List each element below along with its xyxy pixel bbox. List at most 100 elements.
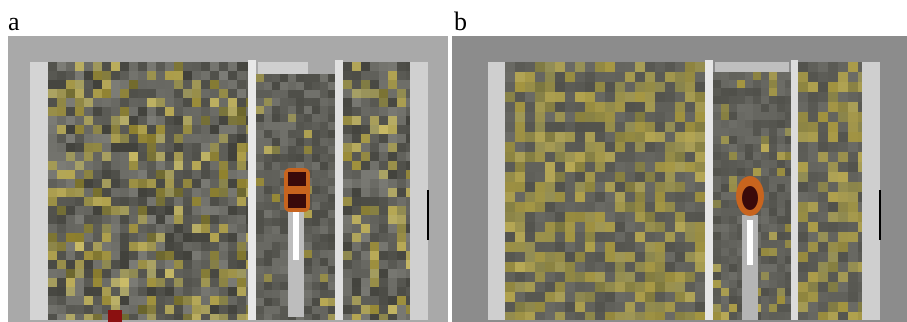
pixel xyxy=(615,82,625,92)
pixel xyxy=(585,162,595,172)
pixel xyxy=(605,262,615,272)
pixel xyxy=(505,62,515,72)
pixel xyxy=(655,82,665,92)
pixel xyxy=(304,258,312,266)
pixel xyxy=(798,172,808,182)
pixel xyxy=(695,212,705,222)
pixel xyxy=(304,210,312,218)
pixel xyxy=(721,296,729,304)
pixel xyxy=(192,188,201,197)
pixel xyxy=(685,222,695,232)
pixel xyxy=(304,98,312,106)
pixel xyxy=(665,212,675,222)
pixel xyxy=(84,170,93,179)
pixel xyxy=(828,252,838,262)
pixel xyxy=(798,292,808,302)
pixel xyxy=(785,168,791,176)
pixel xyxy=(848,112,858,122)
pixel xyxy=(370,251,379,260)
pixel xyxy=(655,152,665,162)
pixel xyxy=(228,80,237,89)
pixel xyxy=(575,112,585,122)
pixel xyxy=(838,122,848,132)
pixel xyxy=(505,82,515,92)
pixel xyxy=(388,179,397,188)
pixel xyxy=(585,292,595,302)
pixel xyxy=(625,252,635,262)
pixel xyxy=(93,134,102,143)
pixel xyxy=(388,71,397,80)
pixel xyxy=(352,251,361,260)
pixel xyxy=(798,272,808,282)
pixel xyxy=(769,208,777,216)
pixel xyxy=(256,266,264,274)
pixel xyxy=(165,314,174,320)
pixel xyxy=(535,212,545,222)
pixel xyxy=(655,262,665,272)
pixel xyxy=(66,197,75,206)
pixel xyxy=(645,112,655,122)
pixel xyxy=(93,116,102,125)
pixel xyxy=(565,252,575,262)
pixel xyxy=(838,242,848,252)
pixel xyxy=(828,162,838,172)
pixel xyxy=(201,170,210,179)
pixel xyxy=(201,62,210,71)
pixel xyxy=(535,232,545,242)
pixel xyxy=(645,242,655,252)
pixel xyxy=(818,62,828,72)
pixel xyxy=(808,132,818,142)
pixel xyxy=(66,107,75,116)
pixel xyxy=(505,142,515,152)
pixel xyxy=(361,206,370,215)
pixel xyxy=(665,202,675,212)
pixel xyxy=(525,272,535,282)
pixel xyxy=(737,208,745,216)
pixel xyxy=(120,260,129,269)
pixel xyxy=(713,80,721,88)
pixel xyxy=(343,260,352,269)
pixel xyxy=(665,272,675,282)
pixel xyxy=(201,305,210,314)
pixel xyxy=(761,256,769,264)
pixel xyxy=(545,242,555,252)
pixel xyxy=(147,197,156,206)
pixel xyxy=(370,278,379,287)
pixel xyxy=(729,184,737,192)
pixel xyxy=(721,112,729,120)
pixel xyxy=(102,62,111,71)
pixel xyxy=(585,142,595,152)
pixel xyxy=(328,82,335,90)
pixel xyxy=(237,233,246,242)
pixel xyxy=(777,96,785,104)
pixel xyxy=(535,112,545,122)
pixel xyxy=(156,278,165,287)
pixel xyxy=(737,224,745,232)
pixel xyxy=(280,226,288,234)
pixel xyxy=(818,312,828,320)
pixel xyxy=(848,92,858,102)
pixel xyxy=(343,107,352,116)
pixel xyxy=(228,233,237,242)
pixel xyxy=(147,143,156,152)
pixel xyxy=(818,252,828,262)
pixel xyxy=(397,179,406,188)
pixel xyxy=(84,251,93,260)
pixel xyxy=(615,232,625,242)
pixel xyxy=(605,282,615,292)
pixel xyxy=(320,138,328,146)
pixel xyxy=(280,210,288,218)
pixel xyxy=(192,89,201,98)
pixel xyxy=(388,305,397,314)
pixel xyxy=(615,182,625,192)
pixel xyxy=(288,130,296,138)
pixel xyxy=(237,242,246,251)
pixel xyxy=(685,142,695,152)
pixel xyxy=(675,252,685,262)
pixel xyxy=(858,172,862,182)
pixel xyxy=(165,98,174,107)
pixel xyxy=(721,224,729,232)
pixel xyxy=(575,192,585,202)
pixel xyxy=(138,89,147,98)
pixel xyxy=(685,162,695,172)
